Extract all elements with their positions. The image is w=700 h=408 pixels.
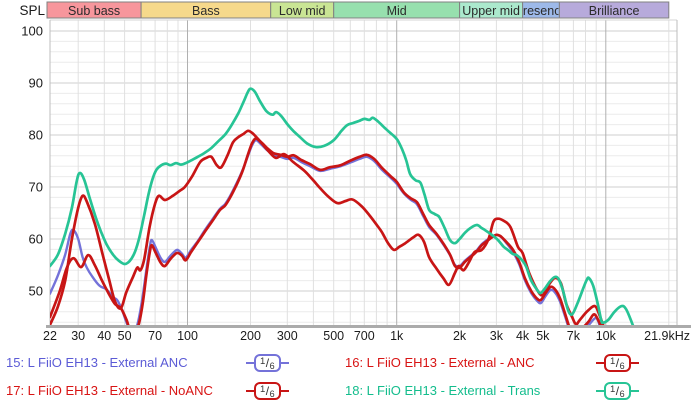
smoothing-badge-17[interactable]: 1/6 xyxy=(246,381,289,401)
y-tick-label: 60 xyxy=(29,232,43,247)
plot-frame xyxy=(46,19,691,328)
line-stub xyxy=(280,362,289,364)
y-tick-label: 70 xyxy=(29,180,43,195)
legend-item-17[interactable]: 17: L FiiO EH13 - External - NoANC xyxy=(6,383,213,398)
x-tick-label: 2k xyxy=(453,329,467,343)
curve-17[interactable] xyxy=(50,129,606,333)
band-label: Sub bass xyxy=(68,4,120,18)
band-label: Low mid xyxy=(279,4,326,18)
smoothing-badge-18[interactable]: 1/6 xyxy=(596,381,639,401)
band-label: Mid xyxy=(387,4,407,18)
x-tick-label: 10k xyxy=(596,329,617,343)
curve-16[interactable] xyxy=(50,137,605,338)
line-stub xyxy=(630,390,639,392)
curve-18[interactable] xyxy=(50,87,636,336)
x-tick-label: 100 xyxy=(177,329,198,343)
band-label: Bass xyxy=(192,4,220,18)
smoothing-badge-16[interactable]: 1/6 xyxy=(596,353,639,373)
line-stub xyxy=(596,390,604,392)
x-tick-label: 4k xyxy=(516,329,530,343)
legend-item-15[interactable]: 15: L FiiO EH13 - External ANC xyxy=(6,355,188,370)
x-tick-label: 30 xyxy=(71,329,85,343)
x-tick-label: 1k xyxy=(390,329,404,343)
x-tick-label: 700 xyxy=(354,329,375,343)
legend-item-18[interactable]: 18: L FiiO EH13 - External - Trans xyxy=(345,383,541,398)
x-tick-label: 5k xyxy=(536,329,550,343)
y-tick-label: 100 xyxy=(21,24,43,39)
x-axis-labels: 22 30 40 50 70 100 200 300 500 700 1k 2k 3k 4k 5k 7k 10k… xyxy=(43,329,690,343)
x-tick-label: 22 xyxy=(43,329,57,343)
smoothing-badge-15[interactable]: 1/6 xyxy=(246,353,289,373)
band-brilliance xyxy=(558,1,670,19)
y-tick-label: 90 xyxy=(29,76,43,91)
legend-item-16[interactable]: 16: L FiiO EH13 - External - ANC xyxy=(345,355,535,370)
band-label: Upper mid xyxy=(462,4,520,18)
x-tick-label: 300 xyxy=(277,329,298,343)
measurement-curves[interactable] xyxy=(50,87,636,341)
band-label: Presence xyxy=(515,4,568,18)
y-axis-labels: 50 60 70 80 90 100 xyxy=(21,24,43,299)
y-tick-label: 50 xyxy=(29,284,43,299)
x-axis-line xyxy=(46,325,691,328)
spl-axis-title: SPL xyxy=(19,3,45,18)
x-tick-label: 200 xyxy=(240,329,261,343)
line-stub xyxy=(630,362,639,364)
x-tick-label: 7k xyxy=(567,329,581,343)
x-tick-label: 40 xyxy=(97,329,111,343)
curve-15[interactable] xyxy=(50,139,605,340)
line-stub xyxy=(246,390,254,392)
x-tick-label: 3k xyxy=(490,329,504,343)
x-tick-label: 500 xyxy=(323,329,344,343)
y-tick-label: 80 xyxy=(29,128,43,143)
x-tick-label: 70 xyxy=(148,329,162,343)
x-tick-label: 21.9kHz xyxy=(644,329,690,343)
line-stub xyxy=(280,390,289,392)
band-label: Brilliance xyxy=(589,4,640,18)
line-stub xyxy=(596,362,604,364)
x-tick-label: 50 xyxy=(118,329,132,343)
line-stub xyxy=(246,362,254,364)
